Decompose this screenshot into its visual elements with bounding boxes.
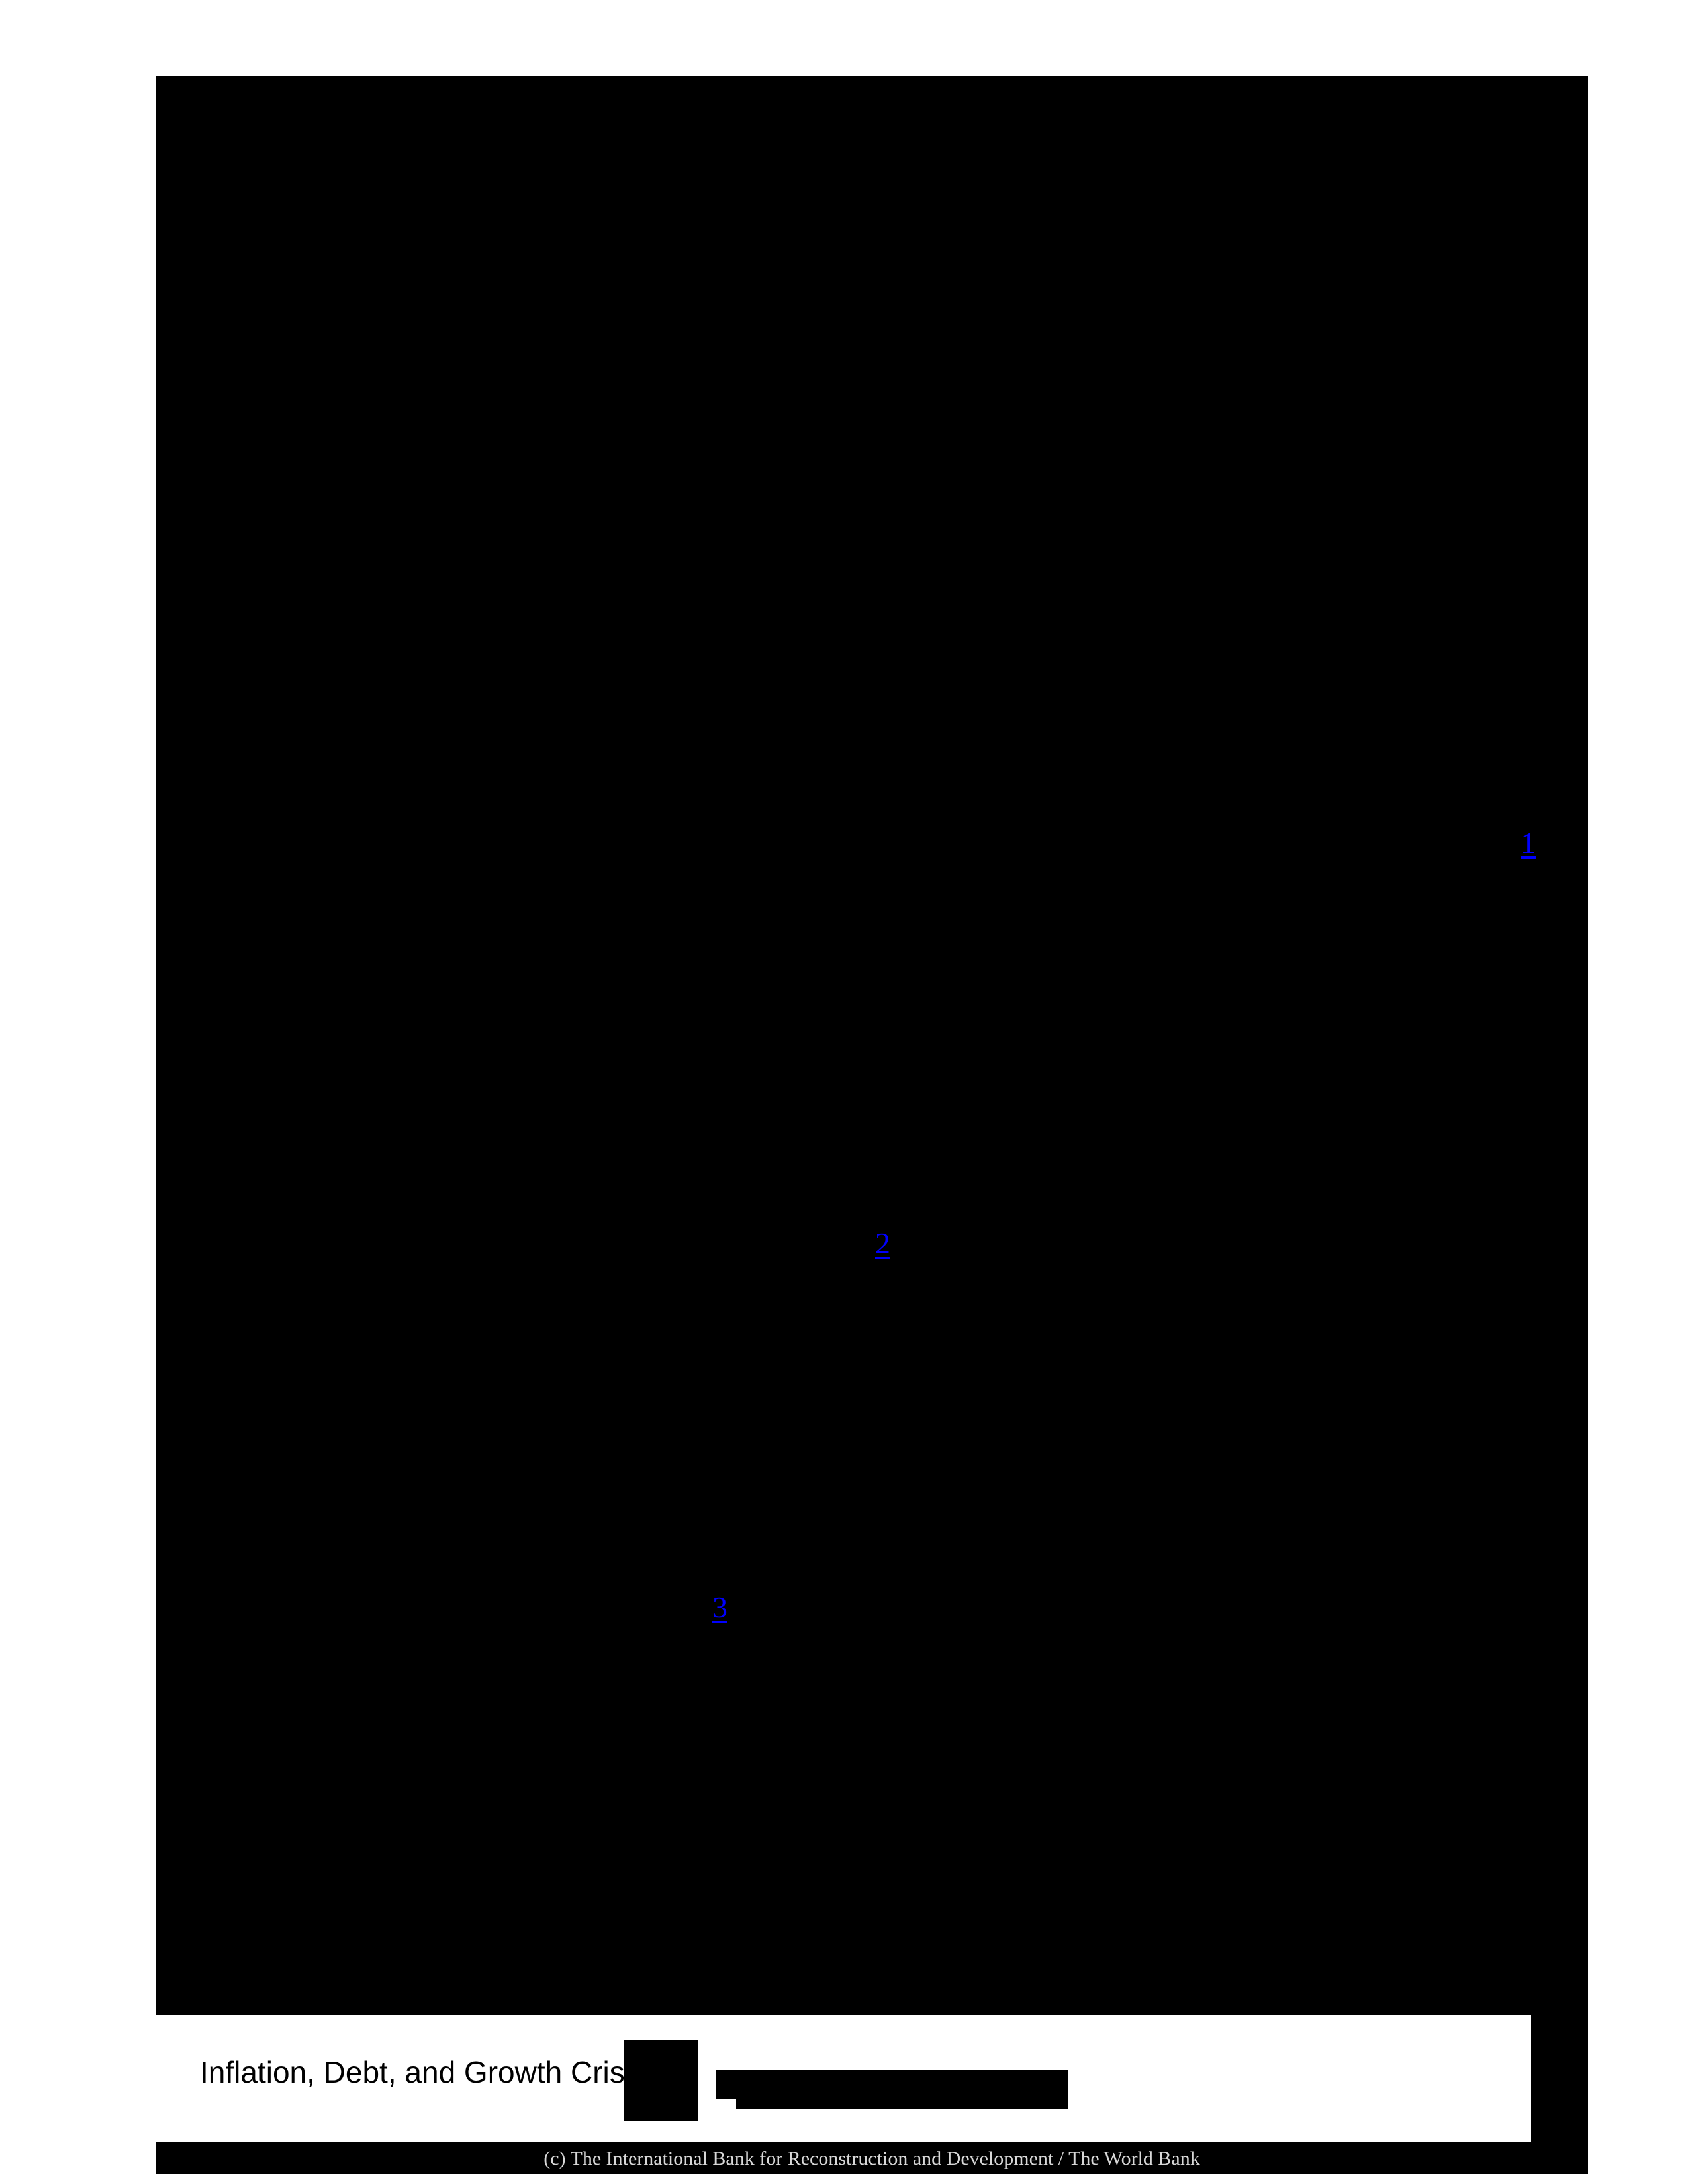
title-band: Inflation, Debt, and Growth Cris: [156, 2015, 1531, 2142]
copyright-text: (c) The International Bank for Reconstru…: [543, 2148, 1200, 2169]
footnote-link-1[interactable]: 1: [1521, 826, 1536, 860]
redaction-bar: [736, 2070, 1068, 2109]
footnote-link-2[interactable]: 2: [875, 1226, 890, 1260]
footnote-link-3[interactable]: 3: [712, 1590, 727, 1624]
copyright-bar: (c) The International Bank for Reconstru…: [156, 2142, 1588, 2174]
redacted-page-content: [156, 76, 1588, 2174]
redaction-mark: [716, 2070, 736, 2099]
document-title: Inflation, Debt, and Growth Cris: [200, 2055, 625, 2089]
redaction-square: [624, 2040, 698, 2121]
